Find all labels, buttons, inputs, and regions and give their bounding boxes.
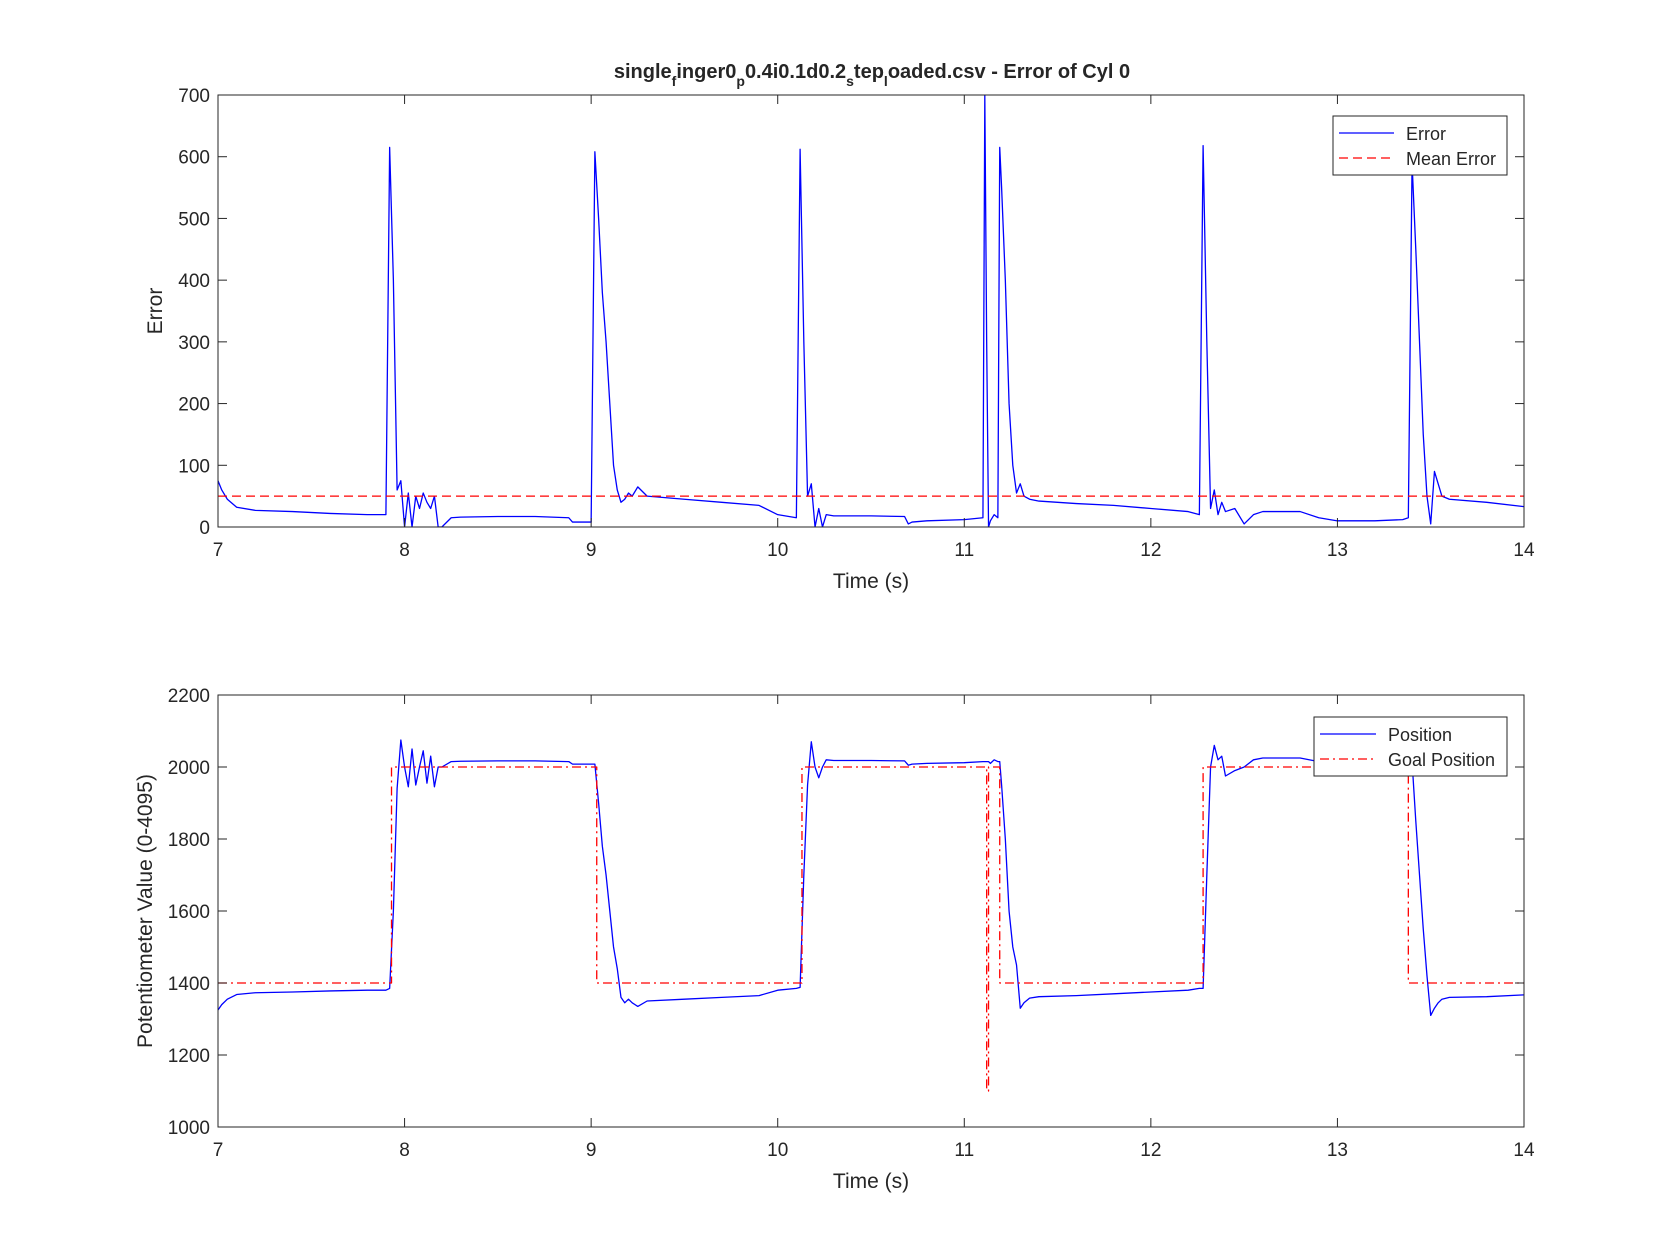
position-series-line	[218, 739, 1524, 1017]
x-tick-label: 8	[399, 540, 410, 561]
error-axes-box	[217, 94, 1525, 528]
error-legend: Error Mean Error	[1332, 115, 1508, 176]
position-y-axis-label: Potentiometer Value (0-4095)	[134, 774, 157, 1048]
error-plot-area	[218, 95, 1524, 527]
x-tick-label: 12	[1140, 540, 1161, 561]
y-tick-label: 1600	[168, 902, 210, 923]
y-tick-label: 2200	[168, 686, 210, 707]
y-tick-label: 400	[178, 271, 210, 292]
y-tick-label: 0	[199, 518, 210, 539]
error-y-ticks: 0 100 200 300 400 500 600 700	[178, 86, 1524, 539]
x-tick-label: 8	[399, 1140, 410, 1161]
error-subplot: singlefinger0p0.4i0.1d0.2steploaded.csv …	[144, 61, 1535, 593]
x-tick-label: 11	[954, 1140, 974, 1161]
position-y-ticks: 1000 1200 1400 1600 1800 2000 2200	[168, 686, 1524, 1139]
position-x-axis-label: Time (s)	[833, 1170, 909, 1193]
title-part: single	[614, 61, 672, 83]
y-tick-label: 2000	[168, 758, 210, 779]
position-plot-area	[218, 739, 1524, 1092]
y-tick-label: 1400	[168, 974, 210, 995]
x-tick-label: 13	[1327, 1140, 1348, 1161]
error-x-axis-label: Time (s)	[833, 570, 909, 593]
y-tick-label: 100	[178, 456, 210, 477]
y-tick-label: 300	[178, 333, 210, 354]
position-x-ticks: 7 8 9 10 11 12 13 14	[213, 695, 1535, 1161]
x-tick-label: 9	[586, 1140, 597, 1161]
title-part: p	[736, 73, 745, 89]
y-tick-label: 1800	[168, 830, 210, 851]
position-subplot: 7 8 9 10 11 12 13 14 1000 1200 1400 1600 1800 2000 22…	[134, 686, 1535, 1193]
x-tick-label: 10	[767, 540, 788, 561]
legend-goal-position-label: Goal Position	[1388, 750, 1495, 770]
title-part: inger0	[676, 61, 736, 83]
position-legend: Position Goal Position	[1313, 716, 1508, 777]
legend-position-label: Position	[1388, 725, 1452, 745]
x-tick-label: 12	[1140, 1140, 1161, 1161]
y-tick-label: 700	[178, 86, 210, 107]
error-chart-title: singlefinger0p0.4i0.1d0.2steploaded.csv …	[614, 61, 1130, 89]
x-tick-label: 11	[954, 540, 974, 561]
x-tick-label: 9	[586, 540, 597, 561]
title-part: 0.4i0.1d0.2	[745, 61, 846, 83]
x-tick-label: 14	[1513, 1140, 1535, 1161]
title-part: tep	[854, 61, 884, 83]
x-tick-label: 7	[213, 540, 224, 561]
title-part: oaded.csv - Error of Cyl 0	[888, 61, 1130, 83]
error-x-ticks: 7 8 9 10 11 12 13 14	[213, 95, 1535, 561]
x-tick-label: 14	[1513, 540, 1535, 561]
legend-error-label: Error	[1406, 124, 1446, 144]
y-tick-label: 1200	[168, 1046, 210, 1067]
title-part: f	[672, 73, 677, 89]
y-tick-label: 500	[178, 209, 210, 230]
x-tick-label: 13	[1327, 540, 1348, 561]
legend-mean-error-label: Mean Error	[1406, 149, 1496, 169]
y-tick-label: 200	[178, 395, 210, 416]
title-part: s	[846, 73, 854, 89]
y-tick-label: 600	[178, 148, 210, 169]
x-tick-label: 10	[767, 1140, 788, 1161]
y-tick-label: 1000	[168, 1118, 210, 1139]
error-y-axis-label: Error	[144, 288, 167, 335]
x-tick-label: 7	[213, 1140, 224, 1161]
title-part: l	[884, 73, 888, 89]
error-series-line	[218, 95, 1524, 527]
